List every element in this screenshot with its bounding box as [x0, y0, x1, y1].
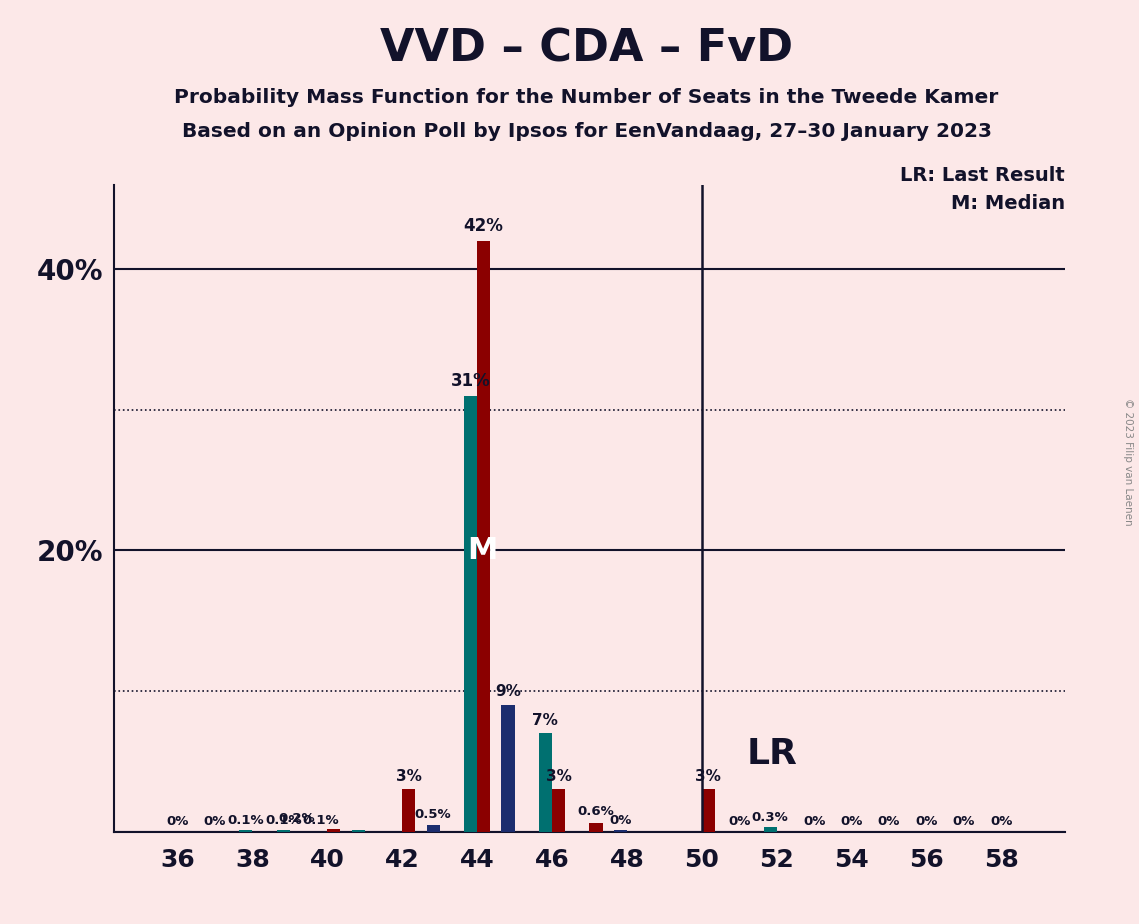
Text: 0.1%: 0.1%: [303, 814, 339, 827]
Text: 31%: 31%: [451, 372, 491, 390]
Text: Probability Mass Function for the Number of Seats in the Tweede Kamer: Probability Mass Function for the Number…: [174, 88, 999, 107]
Text: 0%: 0%: [204, 815, 227, 828]
Text: 0%: 0%: [803, 815, 826, 828]
Text: 0%: 0%: [728, 815, 751, 828]
Bar: [464, 395, 477, 832]
Text: 0.2%: 0.2%: [278, 812, 314, 825]
Text: 0%: 0%: [166, 815, 189, 828]
Bar: [477, 241, 490, 832]
Bar: [327, 829, 341, 832]
Text: LR: Last Result: LR: Last Result: [900, 166, 1065, 186]
Text: 0.6%: 0.6%: [577, 805, 614, 818]
Text: 3%: 3%: [546, 769, 572, 784]
Text: 0.5%: 0.5%: [415, 808, 451, 821]
Text: M: Median: M: Median: [951, 194, 1065, 213]
Text: LR: LR: [747, 737, 797, 772]
Bar: [590, 823, 603, 832]
Text: M: M: [467, 536, 498, 565]
Text: 3%: 3%: [696, 769, 721, 784]
Text: 0%: 0%: [878, 815, 900, 828]
Bar: [702, 789, 715, 832]
Text: © 2023 Filip van Laenen: © 2023 Filip van Laenen: [1123, 398, 1132, 526]
Text: 3%: 3%: [396, 769, 421, 784]
Bar: [402, 789, 416, 832]
Bar: [239, 830, 253, 832]
Text: 9%: 9%: [495, 685, 521, 699]
Bar: [763, 827, 777, 832]
Text: Based on an Opinion Poll by Ipsos for EenVandaag, 27–30 January 2023: Based on an Opinion Poll by Ipsos for Ee…: [181, 122, 992, 141]
Bar: [352, 830, 364, 832]
Bar: [277, 830, 290, 832]
Bar: [614, 830, 626, 832]
Text: 0%: 0%: [990, 815, 1013, 828]
Bar: [426, 824, 440, 832]
Text: 0%: 0%: [841, 815, 862, 828]
Bar: [501, 705, 515, 832]
Text: 42%: 42%: [464, 217, 503, 236]
Bar: [539, 733, 552, 832]
Bar: [552, 789, 565, 832]
Text: VVD – CDA – FvD: VVD – CDA – FvD: [380, 28, 793, 71]
Text: 0%: 0%: [609, 814, 631, 827]
Text: 7%: 7%: [533, 712, 558, 727]
Text: 0%: 0%: [916, 815, 937, 828]
Text: 0.1%: 0.1%: [228, 814, 264, 827]
Text: 0.1%: 0.1%: [265, 814, 302, 827]
Text: 0%: 0%: [952, 815, 975, 828]
Text: 0.3%: 0.3%: [752, 811, 788, 824]
